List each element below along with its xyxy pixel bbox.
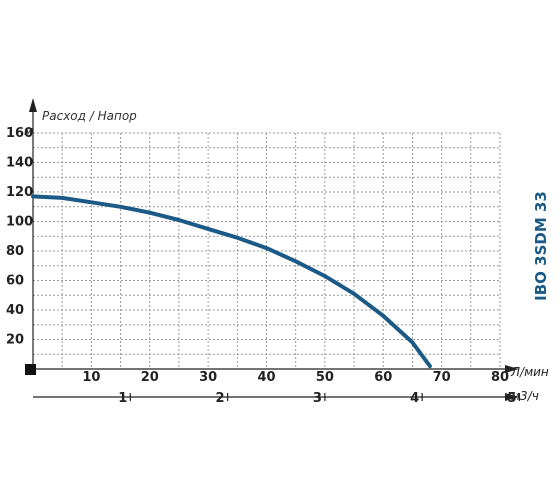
x-tick-label: 30 — [199, 370, 217, 385]
y-tick-labels: 20 40 60 80 100 120 140 160 — [6, 126, 33, 348]
m3h-axis: 1 2 3 4 5 — [33, 391, 521, 406]
y-tick-label: 120 — [6, 185, 33, 200]
chart-axes — [25, 98, 519, 375]
y-tick-label: 40 — [6, 303, 24, 318]
m3h-axis-arrow — [505, 393, 519, 401]
y-tick-label: 80 — [6, 244, 24, 259]
m3h-tick-label: 1 — [118, 391, 127, 406]
y-tick-label: 140 — [6, 156, 33, 171]
x-tick-label: 80 — [491, 370, 509, 385]
model-label: IBO 3SDM 33 — [532, 191, 550, 301]
x-tick-label: 50 — [316, 370, 334, 385]
x-tick-label: 10 — [82, 370, 100, 385]
x-tick-label: 70 — [433, 370, 451, 385]
m3h-tick-label: 2 — [216, 391, 225, 406]
y-unit-label: м — [24, 124, 33, 138]
chart-title: Расход / Напор — [42, 109, 137, 123]
x-tick-label: 40 — [257, 370, 275, 385]
x-axis-arrow — [505, 365, 519, 373]
m3h-tick-label: 5 — [507, 391, 516, 406]
performance-curve-line — [31, 194, 432, 369]
origin-marker — [25, 364, 36, 375]
y-tick-label: 160 — [6, 126, 33, 141]
y-tick-label: 60 — [6, 274, 24, 289]
chart-grid — [33, 132, 501, 369]
x-unit-flow-label: Л/мин — [510, 365, 549, 379]
m3h-tick-label: 4 — [410, 391, 419, 406]
m3h-tick-label: 3 — [313, 391, 322, 406]
x-unit-m3h-label: м3/ч — [511, 389, 539, 403]
x-tick-label: 20 — [141, 370, 159, 385]
y-tick-label: 100 — [6, 215, 33, 230]
y-tick-label: 20 — [6, 333, 24, 348]
performance-curves — [31, 194, 432, 369]
x-tick-label: 60 — [374, 370, 392, 385]
x-tick-labels: 10 20 30 40 50 60 70 80 — [82, 370, 509, 385]
y-axis-arrow — [29, 98, 37, 112]
